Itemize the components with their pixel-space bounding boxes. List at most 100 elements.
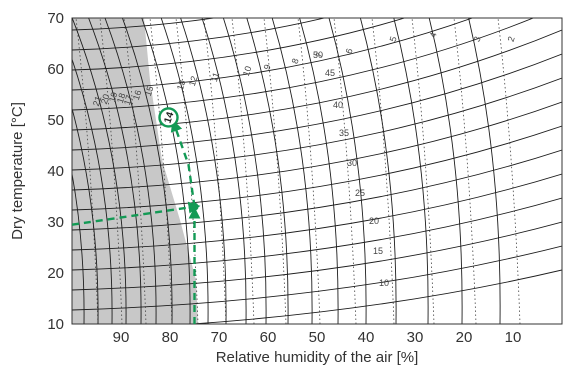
moisture-curve [160, 18, 209, 324]
wet-bulb-curve [72, 77, 562, 171]
wet-bulb-curve [72, 245, 562, 311]
moisture-curve [468, 18, 501, 324]
x-tick-label: 30 [407, 329, 424, 346]
moisture-curve-label: 6 [344, 47, 355, 55]
wet-bulb-curve [72, 197, 562, 271]
moisture-curve-label: 16 [131, 89, 144, 102]
moisture-curve [328, 18, 367, 324]
wet-bulb-curve-label: 20 [369, 216, 379, 226]
x-tick-label: 10 [505, 329, 522, 346]
moisture-curve [222, 18, 267, 324]
x-tick-labels: 90 80 70 60 50 40 30 20 10 [113, 329, 522, 346]
dotted-curve [497, 18, 521, 324]
y-tick-labels: 10 20 30 40 50 60 70 [47, 10, 64, 333]
wet-bulb-curve-label: 45 [325, 68, 335, 78]
wet-bulb-curve-label: 25 [355, 188, 365, 198]
moisture-curve [72, 18, 127, 324]
wet-bulb-curve [72, 125, 562, 211]
example-construction-group: 14 [71, 107, 201, 324]
wet-bulb-curve [72, 221, 562, 291]
wet-bulb-curve-label: 40 [333, 100, 343, 110]
dotted-curve [175, 18, 199, 324]
dotted-curve [371, 18, 395, 324]
wet-bulb-curve-group [72, 18, 562, 324]
x-tick-label: 90 [113, 329, 130, 346]
moisture-curve-label: 15 [143, 85, 156, 98]
wet-bulb-curve [72, 18, 474, 91]
moisture-curve-label: 4 [428, 31, 439, 39]
y-tick-label: 40 [47, 163, 64, 180]
dotted-curve [411, 18, 435, 324]
moisture-curve [180, 18, 227, 324]
moisture-curve [88, 18, 142, 324]
moisture-curve-label: 11 [209, 71, 221, 83]
wet-bulb-curve [72, 29, 562, 131]
wet-bulb-curve [72, 149, 562, 231]
moisture-curve-label: 10 [241, 65, 254, 78]
moisture-curve [271, 18, 313, 324]
highlighted-value-label: 14 [163, 110, 177, 124]
dotted-curve [203, 18, 227, 324]
moisture-curve-label: 20 [99, 93, 112, 106]
wet-bulb-curve-label: 10 [379, 278, 389, 288]
moisture-curve-label: 7 [314, 51, 325, 59]
x-tick-label: 40 [358, 329, 375, 346]
x-tick-label: 60 [260, 329, 277, 346]
y-tick-label: 20 [47, 265, 64, 282]
moisture-curve [428, 18, 463, 324]
wet-bulb-curve [186, 269, 562, 324]
moisture-curve [72, 57, 113, 324]
y-tick-label: 30 [47, 214, 64, 231]
moisture-curve [72, 171, 85, 324]
dotted-curve [453, 18, 477, 324]
moisture-curve-group [72, 18, 501, 324]
wet-bulb-curve [72, 101, 562, 191]
moisture-curve [72, 106, 99, 324]
wet-bulb-curve [72, 53, 562, 151]
x-tick-label: 50 [309, 329, 326, 346]
temperature-guide-line [71, 201, 201, 226]
moisture-curve [201, 18, 247, 324]
wet-bulb-curve-label: 15 [373, 246, 383, 256]
wet-bulb-curve [72, 18, 535, 111]
y-tick-label: 70 [47, 10, 64, 27]
x-axis-title: Relative humidity of the air [%] [216, 349, 419, 366]
moisture-curve-label: 18 [115, 92, 128, 105]
shaded-region [72, 18, 198, 324]
example-point [190, 202, 199, 211]
moisture-curve-guide [170, 119, 196, 207]
wet-bulb-curve [72, 173, 562, 251]
moisture-curve-label: 5 [388, 35, 399, 43]
moisture-curve-label: 12 [187, 75, 200, 88]
moisture-curve-label: 19 [107, 91, 120, 104]
moisture-curve [246, 18, 289, 324]
wet-bulb-curve-label: 35 [339, 128, 349, 138]
dotted-curve [263, 18, 287, 324]
moisture-curve-label: 9 [262, 63, 273, 71]
moisture-curve-label: 17 [122, 94, 135, 107]
plot-frame [71, 17, 563, 325]
wet-bulb-curve-label: 30 [347, 158, 357, 168]
wet-bulb-curve [72, 18, 217, 31]
plot-area [72, 18, 562, 324]
wet-bulb-curve [72, 18, 327, 51]
x-tick-label: 20 [456, 329, 473, 346]
y-tick-label: 50 [47, 112, 64, 129]
x-tick-label: 70 [211, 329, 228, 346]
wet-bulb-curve-label: 50 [313, 50, 323, 60]
moisture-curve [141, 18, 191, 324]
moisture-curve [359, 18, 397, 324]
y-tick-label: 10 [47, 316, 64, 333]
wet-bulb-curve [72, 18, 406, 71]
dotted-curve [297, 18, 321, 324]
moisture-curve-label: 8 [290, 57, 301, 65]
moisture-curve-label: 21 [91, 95, 104, 108]
moisture-curve [299, 18, 339, 324]
highlighted-value-circle [158, 107, 179, 128]
moisture-curve [393, 18, 429, 324]
x-tick-label: 80 [162, 329, 179, 346]
dotted-curve [123, 18, 147, 324]
y-axis-title: Dry temperature [°C] [9, 102, 26, 240]
moisture-curve-label: 2 [506, 35, 517, 43]
